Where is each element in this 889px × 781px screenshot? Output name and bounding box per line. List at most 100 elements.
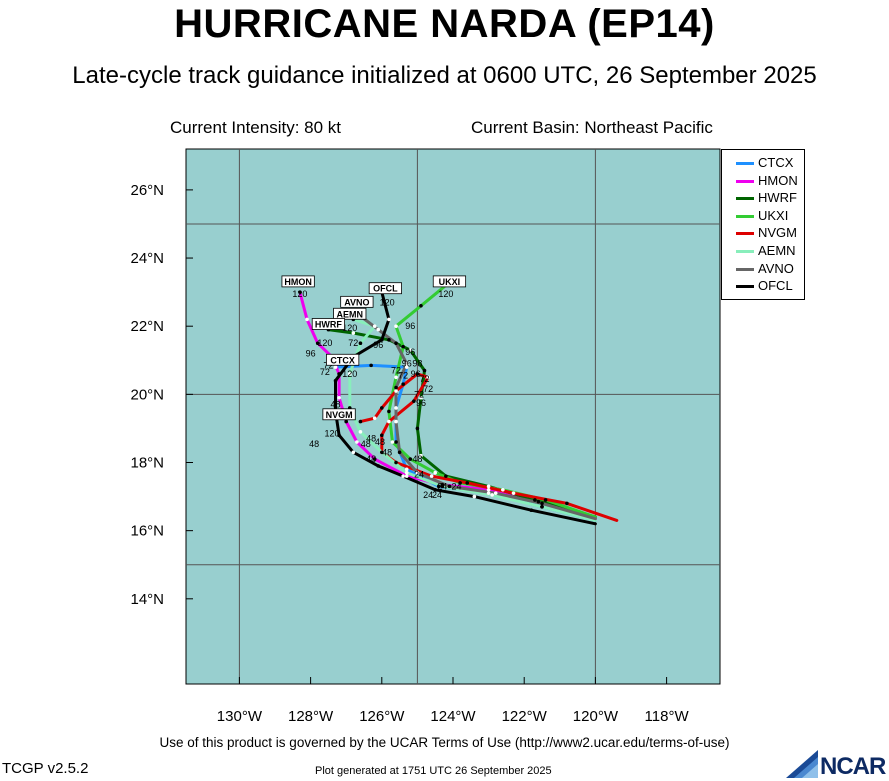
generated-timestamp: Plot generated at 1751 UTC 26 September …	[315, 765, 552, 777]
model-label-box	[432, 275, 467, 288]
track-point	[394, 460, 398, 465]
track-point	[415, 470, 420, 475]
track-avno	[358, 314, 597, 521]
model-label-box	[368, 282, 402, 295]
forecast-hour-label: 72	[398, 371, 408, 381]
version-label: TCGP v2.5.2	[2, 760, 89, 777]
track-point	[447, 484, 452, 489]
track-point	[344, 419, 349, 424]
track-hmon	[298, 290, 597, 521]
lon-tick-label: 118°W	[645, 708, 690, 725]
forecast-hour-label: 48	[382, 447, 392, 457]
forecast-hour-label: 72	[320, 367, 330, 377]
track-point	[394, 324, 398, 328]
track-point	[486, 491, 491, 495]
legend-item-ofcl: OFCL	[728, 277, 802, 294]
model-label: HWRF	[315, 319, 342, 329]
model-label-box	[281, 275, 315, 288]
track-point	[415, 426, 420, 431]
forecast-hour-label: 96	[373, 340, 383, 350]
track-point	[394, 375, 398, 380]
track-ofcl	[334, 290, 597, 526]
legend-item-ukxi: UKXI	[728, 207, 802, 224]
legend-item-aemn: AEMN	[728, 242, 802, 259]
track-point	[440, 484, 445, 489]
forecast-hour-label: 48	[412, 454, 422, 464]
lon-tick-label: 128°W	[288, 708, 334, 725]
track-point	[337, 395, 341, 400]
track-point	[394, 389, 398, 393]
track-point	[337, 372, 341, 376]
track-point	[376, 464, 381, 468]
forecast-hour-label: 96	[405, 321, 415, 331]
lat-tick-label: 24°N	[130, 250, 164, 267]
track-point	[387, 409, 391, 414]
track-point	[429, 474, 434, 478]
track-point	[394, 341, 398, 346]
model-label-box	[322, 408, 356, 421]
forecast-hour-label: 120	[342, 323, 357, 333]
track-point	[486, 484, 491, 489]
track-point	[486, 487, 491, 492]
track-point	[372, 324, 377, 328]
track-point	[369, 363, 373, 368]
forecast-hour-label: 120	[380, 297, 395, 307]
track-point	[419, 303, 423, 308]
track-point	[433, 470, 438, 475]
forecast-hour-label: 24	[423, 490, 433, 500]
track-point	[404, 470, 409, 475]
forecast-hour-label: 120	[324, 429, 339, 439]
forecast-hour-label: 120	[342, 369, 357, 379]
track-point	[458, 481, 462, 485]
track-point	[376, 327, 381, 332]
legend-swatch	[736, 232, 754, 236]
lat-tick-label: 16°N	[130, 523, 164, 540]
track-point	[401, 344, 405, 349]
forecast-hour-label: 120	[317, 338, 332, 348]
model-label: OFCL	[373, 284, 398, 294]
track-point	[436, 484, 441, 489]
track-point	[315, 341, 320, 346]
track-point	[355, 440, 359, 444]
legend-swatch	[736, 285, 754, 289]
guidance-subtitle: Late-cycle track guidance initialized at…	[72, 62, 817, 89]
track-point	[358, 341, 363, 346]
forecast-hour-labels: 1201201201201201209672969696981209672727…	[292, 289, 461, 500]
model-label: UKXI	[439, 277, 461, 287]
track-point	[387, 317, 391, 322]
track-point	[472, 494, 477, 499]
current-intensity: Current Intensity: 80 kt	[170, 118, 342, 137]
track-point	[465, 481, 470, 485]
track-point	[394, 419, 398, 424]
track-point	[404, 467, 409, 472]
forecast-hour-label: 72	[423, 384, 433, 394]
legend-swatch	[736, 250, 754, 253]
track-point	[397, 450, 402, 455]
forecast-hour-label: 72	[391, 365, 401, 375]
track-point	[380, 338, 384, 342]
terms-of-use: Use of this product is governed by the U…	[159, 735, 730, 750]
track-point	[404, 474, 409, 478]
track-point	[380, 450, 384, 455]
track-point	[536, 499, 541, 504]
model-label-box	[311, 318, 346, 330]
forecast-hour-label: 48	[366, 434, 376, 444]
lon-tick-label: 130°W	[217, 708, 263, 725]
track-nvgm	[358, 372, 619, 522]
legend-item-ctcx: CTCX	[728, 154, 802, 171]
track-point	[372, 416, 377, 421]
model-label: HMON	[284, 277, 312, 287]
forecast-hour-label: 24	[432, 490, 442, 500]
model-legend: CTCX HMON HWRF UKXI NVGM AEMN AVNO OFCL	[721, 149, 805, 300]
lat-tick-label: 14°N	[130, 591, 164, 608]
ncar-logo-text: NCAR	[820, 753, 886, 780]
legend-label: NVGM	[758, 225, 797, 241]
forecast-hour-label: 48	[361, 439, 371, 449]
model-label: CTCX	[330, 355, 355, 365]
forecast-hour-label: 24	[437, 481, 447, 491]
track-point	[533, 498, 537, 502]
forecast-hour-label: 120	[292, 289, 307, 299]
track-point	[305, 317, 309, 322]
track-point	[351, 450, 356, 455]
track-point	[419, 453, 423, 458]
